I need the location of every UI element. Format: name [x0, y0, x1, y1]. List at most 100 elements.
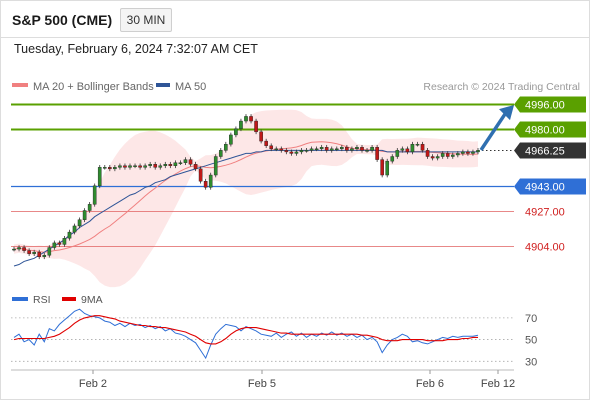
legend-ma50-swatch	[156, 83, 170, 87]
candle-body	[476, 150, 480, 153]
level-labels: 4996.00 4980.00 4966.25 4943.00 4927.00 4904.…	[514, 96, 586, 254]
ma-lines	[13, 141, 479, 267]
candle-body	[340, 147, 344, 150]
candle-body	[108, 167, 112, 170]
level-tag-label-4996.00: 4996.00	[525, 100, 565, 112]
level-tag-4980.00	[514, 121, 586, 138]
candle-body	[113, 167, 117, 170]
candle-body	[375, 147, 379, 160]
rsi-tick-70: 70	[525, 313, 537, 325]
level-tag-label-4943.00: 4943.00	[525, 182, 565, 194]
candle-body	[42, 255, 47, 257]
x-tick-label-Feb 12: Feb 12	[481, 378, 515, 390]
candle-body	[471, 151, 475, 154]
candle-body	[450, 154, 455, 157]
candle-body	[128, 165, 132, 168]
candle-body	[380, 159, 384, 176]
level-label-4904.00: 4904.00	[525, 242, 565, 254]
candle-body	[355, 147, 359, 150]
candle-body	[430, 156, 435, 159]
candle-body	[72, 225, 77, 233]
candle-body	[92, 185, 97, 205]
candle-body	[269, 145, 274, 150]
candle-body	[350, 148, 354, 151]
candle-body	[456, 153, 460, 156]
candle-body	[203, 181, 208, 188]
candles	[12, 105, 514, 260]
ma50-line	[13, 149, 478, 267]
candle-body	[229, 134, 233, 145]
candle-body	[32, 251, 36, 254]
level-tag-label-4966.25: 4966.25	[525, 146, 565, 158]
candle-body	[334, 148, 339, 151]
candle-body	[198, 168, 203, 182]
candle-body	[461, 151, 465, 154]
rsi-ma-line	[13, 315, 478, 345]
level-tag-4996.00	[514, 96, 586, 113]
candle-body	[264, 140, 268, 146]
candle-body	[370, 147, 374, 151]
legend-9ma-swatch	[62, 297, 76, 301]
candle-body	[67, 231, 72, 239]
level-label-4927.00: 4927.00	[525, 207, 565, 219]
candle-body	[148, 164, 152, 166]
candle-body	[254, 120, 258, 133]
candle-body	[193, 164, 198, 170]
candle-body	[77, 219, 82, 227]
candle-body	[224, 143, 228, 151]
header-bar: S&P 500 (CME) 30 MIN	[1, 1, 589, 38]
legend-bollinger-label: MA 20 + Bollinger Bands	[33, 81, 154, 93]
candle-body	[415, 143, 420, 146]
rsi-tick-30: 30	[525, 356, 537, 368]
candle-body	[239, 120, 243, 129]
candle-body	[304, 150, 309, 152]
candle-body	[82, 210, 87, 220]
candle-body	[143, 165, 147, 168]
candle-body	[249, 116, 253, 122]
legend-rsi-label: RSI	[33, 294, 51, 306]
candle-body	[319, 147, 324, 150]
level-tag-4966.25	[514, 142, 586, 159]
candle-body	[314, 148, 319, 151]
candle-body	[163, 164, 168, 166]
candle-body	[188, 159, 193, 165]
level-tag-label-4980.00: 4980.00	[525, 125, 565, 137]
candle-body	[299, 150, 304, 153]
candle-body	[405, 148, 410, 153]
candle-body	[289, 151, 294, 154]
candle-body	[47, 247, 52, 256]
x-axis: Feb 2 Feb 5 Feb 6 Feb 12	[79, 370, 515, 390]
candle-body	[12, 248, 16, 251]
credit-label: Research © 2024 Trading Central	[423, 81, 580, 93]
candle-body	[173, 162, 178, 166]
candle-body	[178, 162, 183, 164]
candle-body	[324, 147, 329, 151]
candle-body	[123, 165, 127, 168]
x-tick-label-Feb 6: Feb 6	[416, 378, 444, 390]
rsi-panel: 70 50 30	[11, 308, 537, 368]
timestamp: Tuesday, February 6, 2024 7:32:07 AM CET	[14, 42, 258, 56]
candle-body	[234, 128, 238, 136]
projection-arrow-shaft	[479, 113, 507, 151]
candle-body	[208, 174, 213, 188]
legend-bollinger-swatch	[12, 83, 28, 87]
candle-body	[168, 164, 173, 166]
legend-9ma-label: 9MA	[81, 294, 103, 306]
candle-body	[435, 156, 440, 159]
candle-body	[37, 251, 42, 257]
candle-body	[365, 150, 369, 152]
candle-body	[97, 167, 102, 187]
page-title: S&P 500 (CME)	[12, 12, 113, 28]
bollinger-band	[14, 109, 478, 288]
candle-body	[309, 148, 314, 151]
timeframe-button[interactable]: 30 MIN	[120, 8, 172, 32]
candle-body	[153, 164, 158, 168]
x-tick-label-Feb 5: Feb 5	[248, 378, 276, 390]
candle-body	[158, 165, 163, 168]
candle-body	[400, 148, 405, 151]
rsi-line	[13, 308, 479, 360]
candle-body	[395, 150, 400, 157]
projection-arrow-head	[499, 105, 514, 121]
candle-body	[284, 150, 289, 153]
candle-body	[360, 147, 364, 151]
